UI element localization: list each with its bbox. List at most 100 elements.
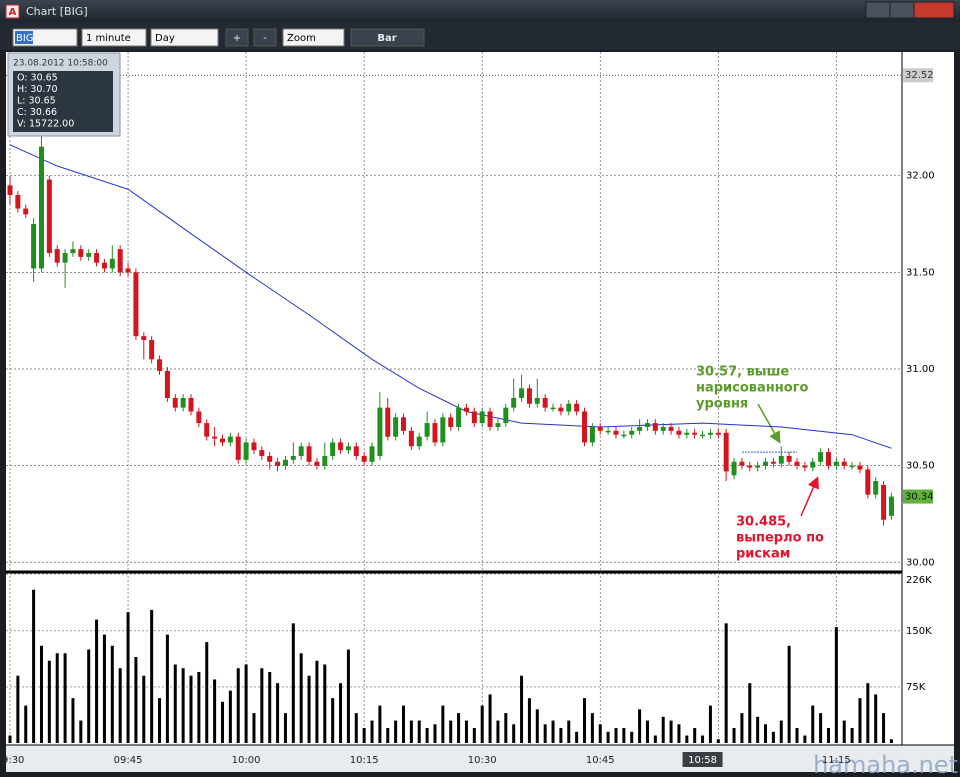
volume-bar: [732, 728, 736, 743]
candle-body: [700, 434, 706, 437]
volume-bar: [315, 660, 319, 743]
candle-body: [385, 407, 391, 437]
volume-bar: [276, 683, 280, 743]
candle-body: [109, 258, 115, 269]
volume-bar: [575, 731, 579, 743]
volume-bar: [661, 716, 665, 743]
info-line: O: 30.65: [17, 73, 58, 84]
candle-body: [440, 417, 446, 443]
volume-bar: [504, 713, 508, 743]
candle-body: [361, 455, 367, 462]
window-title: Chart [BIG]: [26, 5, 88, 18]
volume-bar: [464, 720, 468, 743]
info-line: L: 30.65: [17, 96, 56, 107]
volume-bar: [331, 698, 335, 743]
candle-body: [739, 461, 745, 466]
high-marker-label: 32.52: [905, 70, 934, 81]
candle-body: [668, 426, 674, 431]
maximize-button[interactable]: [889, 1, 915, 19]
close-button[interactable]: [913, 1, 955, 19]
candle-body: [78, 249, 84, 257]
candle-body: [448, 417, 454, 427]
candle-body: [818, 452, 824, 462]
style-button[interactable]: [350, 28, 425, 47]
candle-body: [692, 432, 698, 435]
candle-body: [204, 423, 210, 437]
y-tick-label: 31.00: [906, 364, 935, 375]
candle-body: [487, 411, 493, 427]
candle-body: [849, 465, 855, 468]
interval-combo[interactable]: [81, 28, 147, 47]
info-time: 23.08.2012 10:58:00: [13, 59, 108, 69]
zoom-out-button[interactable]: [253, 28, 277, 47]
x-tick-label: 10:30: [468, 755, 497, 766]
volume-bar: [378, 705, 382, 743]
volume-bar: [189, 675, 193, 743]
candle-body: [282, 459, 288, 466]
candle-body: [101, 262, 107, 269]
volume-bar: [441, 705, 445, 743]
candle-body: [794, 461, 800, 466]
last-price-box: [903, 489, 933, 504]
volume-bar: [787, 645, 791, 743]
volume-bar: [24, 705, 28, 743]
volume-bar: [110, 645, 114, 743]
volume-bar: [402, 705, 405, 743]
candle-body: [251, 442, 257, 451]
candle-body: [322, 455, 328, 466]
candle-body: [582, 411, 588, 443]
volume-bar: [764, 724, 768, 743]
red-arrow: [800, 476, 819, 517]
candle-body: [219, 438, 225, 443]
candle-body: [825, 452, 831, 466]
volume-bar: [842, 720, 846, 743]
x-tick-label: 09:30: [0, 755, 24, 766]
volume-bar: [889, 739, 893, 743]
candle-body: [511, 397, 517, 408]
x-tick-label: 10:58: [688, 755, 717, 766]
candle-body: [637, 426, 643, 431]
volume-bar: [480, 705, 484, 743]
candle-body: [180, 397, 186, 408]
candle-body: [503, 407, 509, 424]
candle-body: [94, 253, 100, 263]
volume-bar: [512, 724, 516, 743]
candle-body: [589, 426, 595, 443]
candle-body: [526, 388, 532, 404]
candle-body: [267, 455, 273, 462]
volume-bar: [220, 701, 224, 743]
annotation: 30.57, выше: [696, 365, 789, 380]
volume-bar: [882, 713, 886, 743]
volume-bar: [488, 694, 492, 743]
volume-bar: [323, 664, 327, 743]
candle-body: [613, 430, 619, 435]
candle-body: [125, 268, 131, 273]
zoom-combo[interactable]: [282, 28, 345, 47]
volume-bar: [559, 728, 563, 743]
candle-body: [778, 455, 784, 464]
volume-bar: [748, 683, 752, 743]
candle-body: [731, 461, 737, 476]
green-arrow: [757, 403, 781, 444]
candle-body: [306, 446, 312, 462]
symbol-selection: [15, 31, 33, 44]
candle-body: [707, 432, 713, 435]
candle-body: [495, 423, 501, 427]
current-time-box: [682, 752, 723, 767]
zoom-in-button[interactable]: [225, 28, 249, 47]
volume-bar: [55, 653, 59, 743]
range-text: Day: [155, 33, 175, 44]
candle-body: [141, 336, 147, 340]
x-tick-label: 10:15: [350, 755, 379, 766]
candle-body: [833, 461, 839, 466]
minimize-button[interactable]: [865, 1, 891, 19]
volume-bar: [724, 623, 728, 743]
candle-body: [212, 436, 218, 439]
volume-bar: [354, 713, 358, 743]
volume-bar: [236, 668, 240, 743]
info-line: V: 15722.00: [17, 119, 74, 130]
candle-body: [338, 442, 344, 451]
volume-bar: [535, 709, 539, 743]
range-combo[interactable]: [150, 28, 219, 47]
